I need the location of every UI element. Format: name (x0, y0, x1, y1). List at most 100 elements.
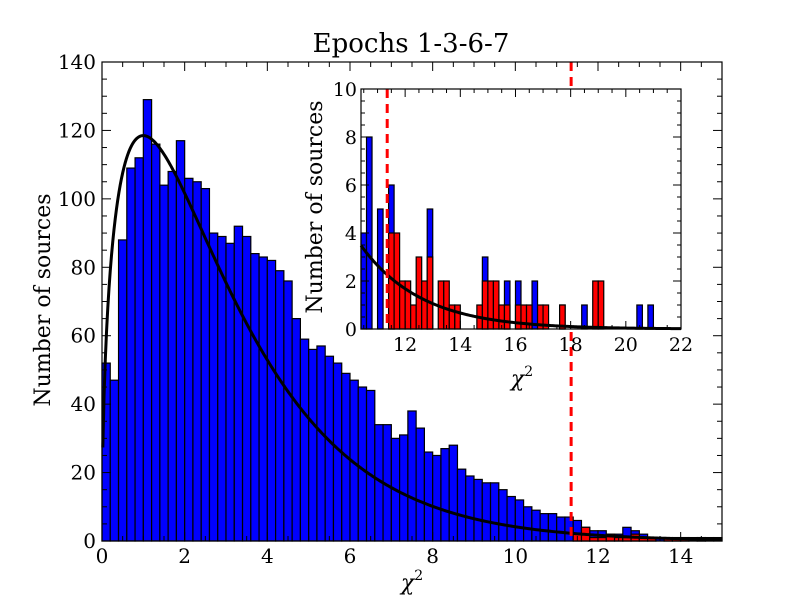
main-bar (151, 143, 161, 542)
inset-plot-frame (360, 88, 682, 330)
inset-x-tick-label: 20 (614, 334, 638, 356)
main-x-tick-label: 14 (668, 544, 693, 568)
main-y-tick-label: 0 (83, 529, 96, 553)
main-y-tick-label: 140 (58, 50, 96, 74)
main-plot-frame (101, 61, 723, 542)
main-bar (258, 256, 268, 542)
main-bar (175, 140, 186, 542)
inset-bar-below (647, 304, 655, 330)
inset-bar-above (503, 304, 511, 330)
main-y-tick-label: 100 (58, 187, 96, 211)
main-bar (208, 232, 219, 542)
inset-bar-above (415, 256, 423, 330)
main-x-tick-label: 6 (344, 544, 357, 568)
main-bar (184, 177, 194, 542)
main-y-tick-label: 120 (58, 118, 96, 142)
main-bar (399, 434, 409, 542)
inset-x-axis-title-sup: 2 (524, 364, 533, 380)
main-bar (316, 345, 326, 542)
inset-bar-above (592, 280, 599, 330)
inset-y-tick-label: 6 (345, 175, 357, 197)
main-bar (241, 235, 252, 542)
main-bar (514, 499, 525, 542)
main-bar (233, 225, 244, 542)
main-x-axis-title-base: χ (399, 571, 416, 596)
main-bar (539, 513, 550, 542)
main-bar (432, 454, 442, 542)
main-x-tick-label: 4 (261, 544, 274, 568)
main-bar (440, 448, 450, 542)
main-bar (299, 338, 310, 542)
main-x-tick-label: 2 (178, 544, 191, 568)
main-x-tick-label: 0 (96, 544, 109, 568)
inset-bar-above (421, 280, 428, 330)
inset-y-tick-label: 2 (345, 271, 357, 293)
main-bar (266, 259, 277, 542)
inset-y-tick-label: 8 (345, 127, 357, 149)
main-bar (481, 482, 492, 542)
main-y-tick-label: 40 (71, 392, 96, 416)
main-bar (291, 318, 301, 542)
main-bar (415, 427, 425, 542)
inset-x-tick-label: 22 (669, 334, 693, 356)
inset-bar-above (410, 304, 417, 330)
main-x-tick-label: 10 (503, 544, 528, 568)
inset-bar-above (481, 280, 489, 330)
main-bar (448, 444, 459, 542)
inset-y-tick-label: 0 (345, 319, 357, 341)
inset-y-tick-label: 4 (345, 223, 357, 245)
inset-fit-curve (359, 244, 682, 331)
main-bar (456, 468, 467, 542)
main-bar (506, 495, 516, 542)
main-bar (407, 410, 417, 542)
inset-y-tick-label: 10 (333, 79, 357, 101)
main-y-tick-label: 20 (71, 461, 96, 485)
inset-x-axis-title-base: χ (509, 367, 526, 392)
main-bar (117, 239, 128, 542)
inset-bar-above (426, 256, 434, 330)
main-bar (522, 506, 533, 542)
main-x-tick-label: 12 (585, 544, 610, 568)
main-bar (250, 253, 260, 542)
main-x-tick-label: 8 (426, 544, 439, 568)
inset-x-tick-label: 12 (393, 334, 417, 356)
main-bar (498, 489, 508, 542)
main-bar (126, 167, 136, 542)
inset-bar-above (443, 280, 450, 330)
inset-bar-above (514, 304, 522, 330)
inset-bar-above (520, 304, 528, 330)
main-bar (283, 280, 293, 542)
main-bar (308, 348, 318, 542)
main-bar (192, 181, 202, 542)
main-bar (142, 99, 153, 542)
main-bar (357, 386, 368, 542)
main-bar (556, 516, 566, 542)
inset-x-tick-label: 16 (503, 334, 527, 356)
inset-bar-above (454, 304, 461, 330)
main-bar (423, 451, 434, 542)
main-x-axis-title: χ2 (399, 568, 423, 596)
inset-y-axis-title: Number of sources (303, 100, 328, 313)
inset-x-tick-label: 14 (448, 334, 472, 356)
main-bar (489, 482, 500, 542)
main-bar (109, 379, 120, 542)
inset-x-axis-title: χ2 (509, 364, 533, 392)
main-bar (275, 270, 285, 542)
main-bar (365, 389, 376, 542)
inset-tick-labels: 12 14 16 18 20 22 0 2 4 6 8 10 (333, 79, 693, 356)
main-bar (547, 513, 558, 542)
main-bar (465, 475, 475, 542)
main-x-axis-title-sup: 2 (414, 568, 423, 584)
main-bar (324, 355, 335, 542)
main-bar (167, 170, 177, 542)
inset-bar-above (487, 280, 495, 330)
inset-bar-below (531, 280, 539, 330)
main-bar (159, 184, 169, 542)
chart-title: Epochs 1-3-6-7 (313, 29, 510, 59)
main-y-axis-title: Number of sources (31, 193, 56, 406)
main-bar (134, 157, 144, 542)
main-y-tick-label: 80 (71, 255, 96, 279)
main-bar (473, 478, 483, 542)
